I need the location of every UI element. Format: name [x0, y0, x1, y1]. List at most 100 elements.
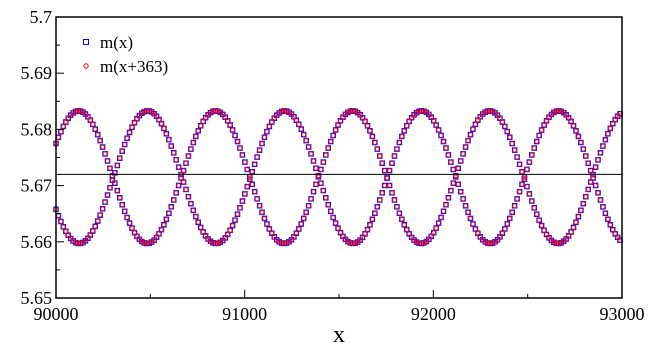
data-point-circle — [210, 240, 216, 246]
data-point-circle — [262, 216, 267, 221]
data-point-circle — [232, 133, 238, 138]
data-point-circle — [377, 153, 383, 159]
data-point-circle — [318, 180, 324, 186]
data-point-circle — [500, 119, 505, 125]
data-point-circle — [301, 132, 307, 137]
data-point-circle — [578, 207, 584, 213]
data-point-circle — [394, 204, 400, 210]
data-point-circle — [394, 146, 400, 152]
data-point-circle — [146, 108, 152, 114]
data-point-circle — [296, 226, 302, 232]
data-point-circle — [372, 210, 378, 216]
data-point-circle — [213, 241, 218, 246]
data-point-circle — [399, 134, 405, 139]
data-point-circle — [416, 108, 422, 114]
data-point-circle — [294, 230, 299, 236]
data-point-circle — [374, 146, 380, 152]
data-point-circle — [102, 199, 108, 205]
data-point-circle — [161, 222, 167, 228]
data-point-circle — [345, 239, 351, 244]
data-point-circle — [360, 115, 365, 121]
data-point-circle — [171, 150, 177, 156]
data-point-circle — [105, 192, 110, 198]
data-point-circle — [352, 240, 358, 246]
data-point-circle — [318, 167, 324, 172]
data-point-circle — [227, 122, 233, 128]
data-point-circle — [367, 222, 373, 228]
data-point-circle — [65, 115, 71, 121]
data-point-circle — [428, 114, 434, 120]
data-point-circle — [316, 173, 321, 179]
data-point-circle — [213, 108, 218, 114]
data-point-circle — [205, 236, 211, 242]
data-point-circle — [171, 197, 177, 203]
data-point-circle — [490, 240, 495, 246]
data-point-circle — [495, 112, 500, 118]
data-point-circle — [556, 241, 562, 246]
data-point-circle — [475, 230, 481, 236]
data-point-circle — [97, 138, 103, 143]
data-point-circle — [598, 197, 603, 203]
data-point-circle — [401, 222, 407, 228]
data-point-circle — [276, 239, 282, 245]
data-point-circle — [534, 139, 540, 144]
data-point-circle — [92, 126, 98, 132]
data-point-circle — [56, 213, 61, 218]
data-point-circle — [446, 195, 451, 201]
data-point-circle — [95, 132, 101, 137]
data-point-circle — [347, 240, 353, 246]
data-point-circle — [247, 174, 253, 180]
data-point-circle — [453, 174, 459, 180]
data-point-circle — [90, 228, 96, 234]
data-point-circle — [421, 108, 427, 114]
data-point-circle — [311, 189, 316, 195]
data-point-circle — [114, 188, 120, 193]
data-point-circle — [529, 198, 535, 204]
data-point-circle — [323, 152, 329, 158]
data-point-circle — [159, 121, 164, 127]
data-point-circle — [156, 231, 162, 237]
data-point-circle — [428, 234, 434, 239]
data-point-circle — [544, 232, 549, 237]
data-point-circle — [68, 236, 74, 241]
data-point-circle — [58, 219, 64, 224]
data-point-circle — [119, 202, 125, 208]
data-point-circle — [262, 134, 267, 140]
data-point-circle — [504, 129, 510, 134]
y-tick-label: 5.67 — [21, 176, 53, 196]
x-axis-ticks: 90000 91000 92000 93000 — [34, 290, 645, 324]
data-point-circle — [168, 143, 174, 149]
data-point-circle — [389, 190, 395, 196]
data-point-circle — [441, 139, 446, 144]
data-point-circle — [379, 160, 385, 166]
data-point-circle — [252, 161, 258, 167]
data-point-circle — [269, 230, 275, 236]
data-point-circle — [330, 133, 336, 138]
data-point-circle — [227, 227, 233, 233]
data-point-circle — [580, 201, 586, 207]
data-point-circle — [553, 108, 559, 114]
data-point-circle — [409, 235, 414, 240]
data-point-circle — [419, 108, 424, 114]
data-point-circle — [509, 209, 515, 215]
data-point-circle — [534, 211, 540, 217]
data-point-circle — [470, 221, 476, 227]
y-tick-label: 5.66 — [21, 232, 53, 252]
data-point-circle — [583, 194, 589, 200]
data-point-circle — [200, 119, 206, 124]
data-point-circle — [443, 145, 449, 151]
data-point-circle — [320, 188, 326, 193]
data-point-circle — [556, 108, 562, 114]
data-point-circle — [541, 227, 547, 233]
data-point-circle — [433, 122, 439, 128]
data-point-circle — [186, 153, 191, 159]
data-point-circle — [477, 114, 483, 120]
data-point-circle — [90, 121, 96, 127]
data-point-circle — [325, 202, 331, 208]
data-point-circle — [357, 237, 363, 243]
data-point-circle — [374, 204, 380, 210]
data-point-circle — [340, 114, 346, 120]
data-point-circle — [254, 154, 260, 160]
data-point-circle — [146, 240, 152, 246]
data-point-circle — [61, 124, 66, 129]
